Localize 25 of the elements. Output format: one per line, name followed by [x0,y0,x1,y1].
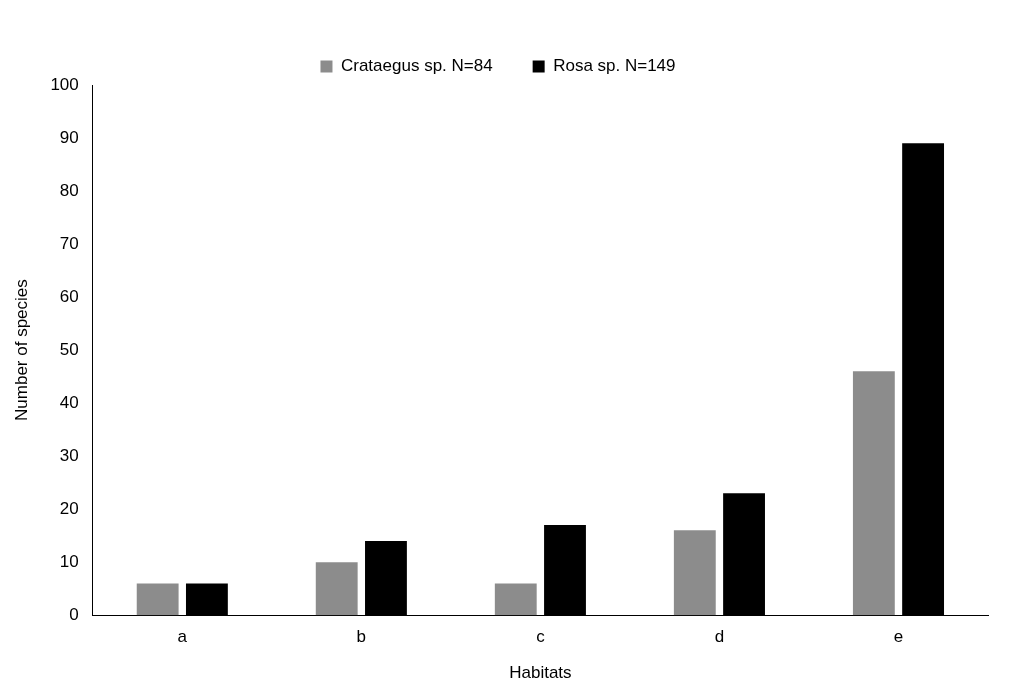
y-tick-label: 50 [59,339,79,359]
y-tick-label: 60 [59,286,79,306]
y-tick-label: 0 [69,604,79,624]
x-tick-label: e [893,627,904,647]
legend-label: Crataegus sp. N=84 [340,56,493,76]
y-tick-label: 40 [59,392,79,412]
legend-label: Rosa sp. N=149 [553,56,676,76]
y-tick-label: 90 [59,127,79,147]
x-tick-label: c [536,627,546,647]
y-tick-label: 100 [50,74,79,94]
y-tick-label: 10 [59,551,79,571]
y-axis-title: Number of species [11,279,31,421]
y-tick-label: 80 [59,180,79,200]
x-tick-label: a [177,627,188,647]
y-tick-label: 20 [59,498,79,518]
bar [852,371,895,616]
bar [494,583,537,616]
x-tick-label: b [356,627,367,647]
bar [136,583,179,616]
x-axis-title: Habitats [509,663,572,683]
y-tick-label: 30 [59,445,79,465]
bar [673,530,716,616]
bar [315,562,358,616]
x-tick-label: d [714,627,725,647]
y-tick-label: 70 [59,233,79,253]
